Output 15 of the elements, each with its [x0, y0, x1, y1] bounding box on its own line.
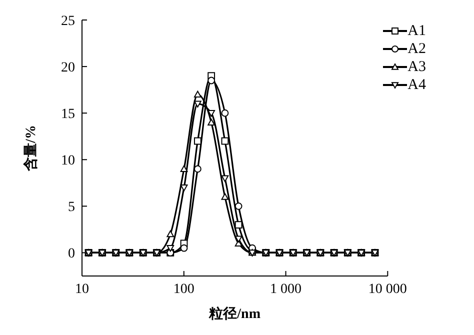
legend-label: A3	[408, 58, 426, 76]
x-tick-label: 100	[173, 282, 194, 297]
y-tick-label: 5	[68, 200, 75, 216]
x-tick-label: 1 000	[270, 282, 302, 297]
x-tick-label: 10 000	[368, 282, 407, 297]
y-tick-label: 10	[61, 154, 75, 169]
legend-label: A1	[408, 22, 426, 40]
y-tick-label: 0	[68, 246, 75, 262]
x-axis-title: 粒径/nm	[208, 306, 261, 322]
y-tick-label: 15	[61, 107, 75, 122]
y-tick-label: 25	[61, 14, 75, 29]
legend-label: A4	[408, 76, 426, 94]
legend-label: A2	[408, 40, 426, 58]
y-tick-label: 20	[61, 60, 75, 76]
y-axis-title: 含量/%	[22, 125, 39, 172]
